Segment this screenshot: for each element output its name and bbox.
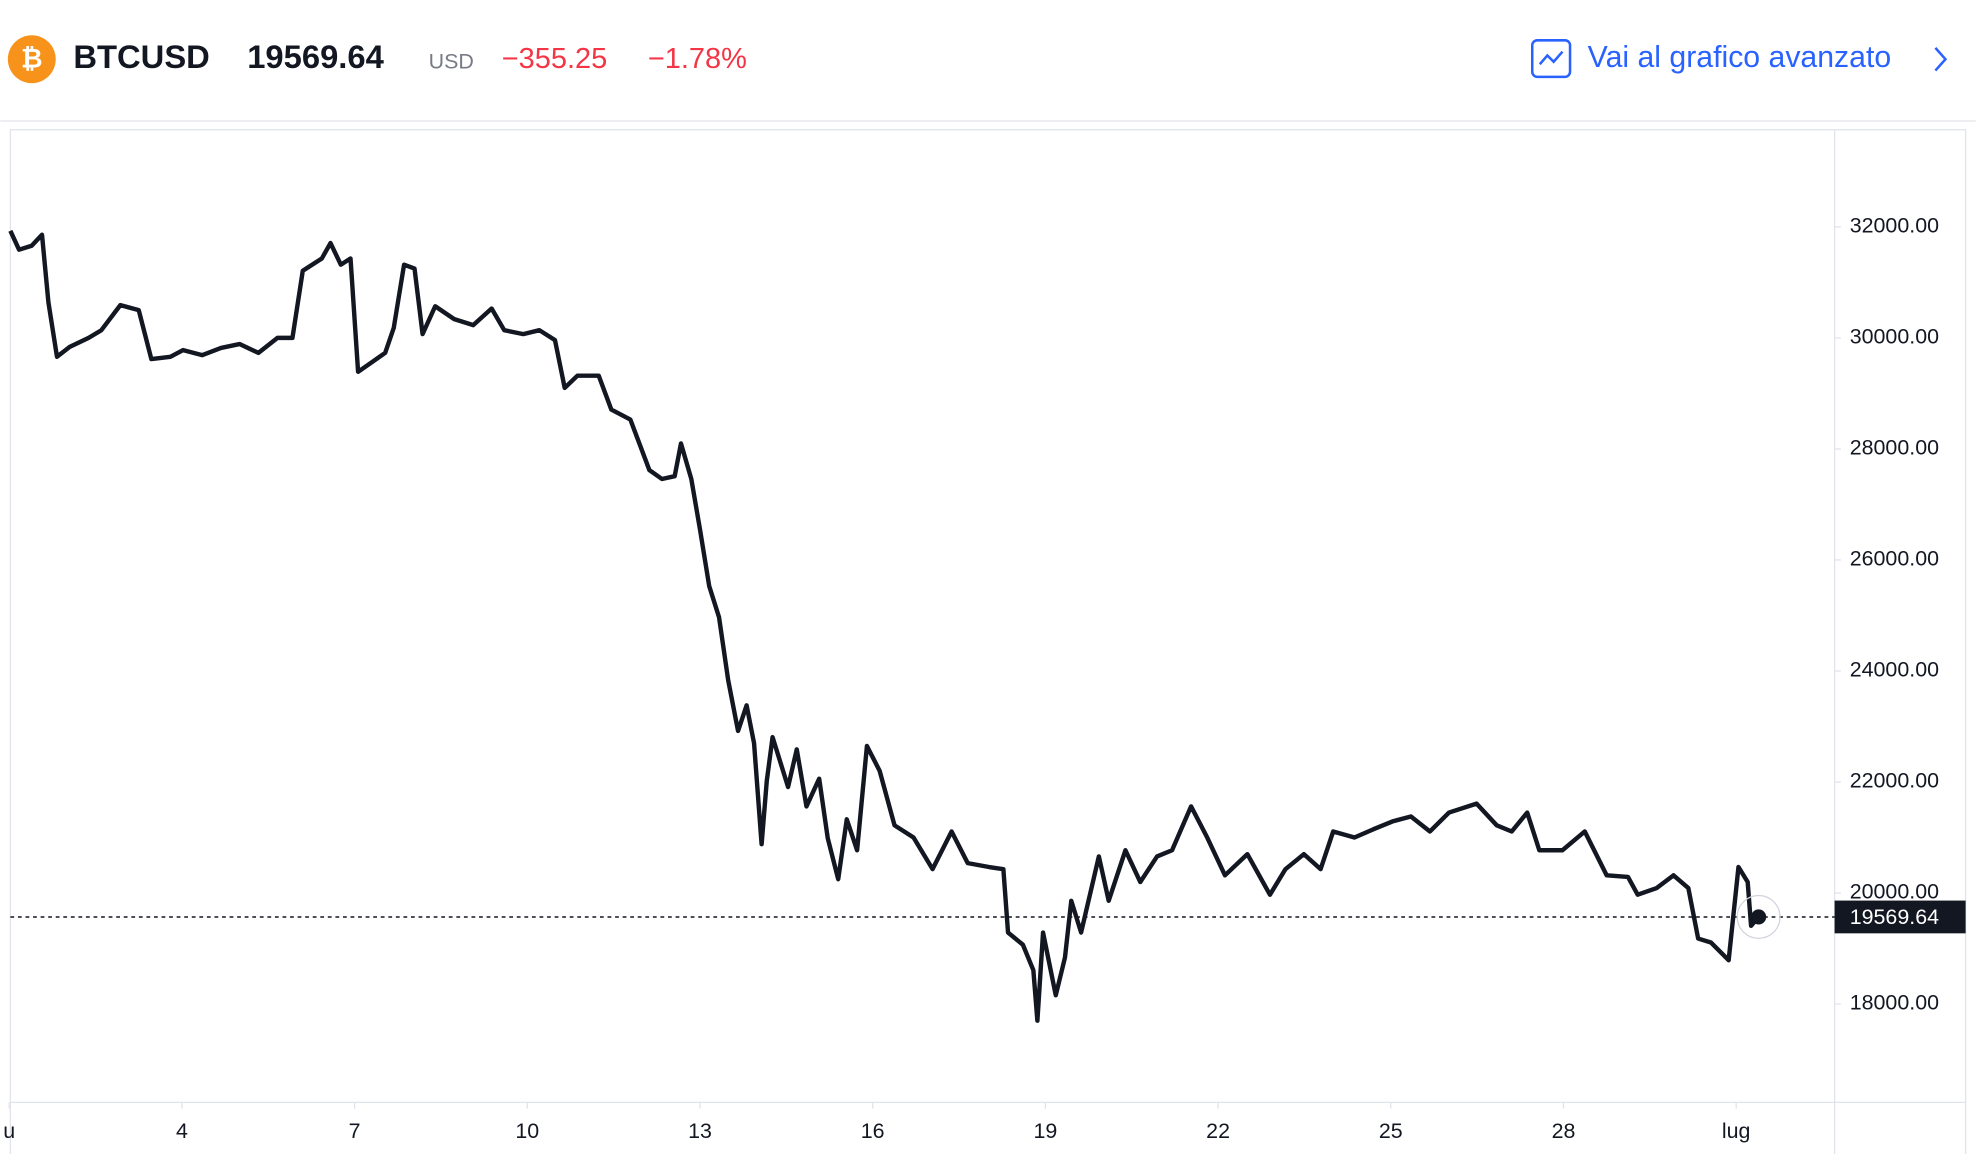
link-text[interactable]: Vai al grafico avanzato xyxy=(1588,41,1891,74)
link-icon xyxy=(1530,39,1572,79)
y-tick-label: 20000.00 xyxy=(1850,880,1939,904)
last-price-badge xyxy=(1834,900,1966,934)
x-tick-label: 13 xyxy=(688,1119,712,1143)
price-line xyxy=(8,229,1761,1023)
x-tick-label: 25 xyxy=(1379,1119,1403,1143)
x-tick-label: 10 xyxy=(515,1119,539,1143)
y-tick-label: 26000.00 xyxy=(1850,547,1939,571)
y-tick-label: 30000.00 xyxy=(1850,325,1939,349)
y-tick-label: 22000.00 xyxy=(1850,769,1939,793)
price: 19569.64 xyxy=(247,38,384,75)
currency: USD xyxy=(429,50,474,74)
last-point xyxy=(1751,909,1767,925)
link-icon-line xyxy=(1538,50,1564,66)
x-tick-label: 16 xyxy=(861,1119,885,1143)
last-point-halo xyxy=(1736,894,1781,940)
last-price-label: 19569.64 xyxy=(1850,905,1939,929)
x-tick-label: 7 xyxy=(349,1119,361,1143)
coin-icon xyxy=(7,35,56,84)
chevron xyxy=(1934,47,1948,72)
y-tick-label: 32000.00 xyxy=(1850,214,1939,238)
symbol: BTCUSD xyxy=(73,38,209,75)
x-tick-label: 4 xyxy=(176,1119,188,1143)
change-percent: −1.78% xyxy=(648,43,747,75)
x-tick-label: 28 xyxy=(1552,1119,1576,1143)
chart-frame xyxy=(9,129,1967,1154)
x-tick-label: lug xyxy=(1722,1119,1751,1143)
advanced-chart-link[interactable]: Vai al grafico avanzato xyxy=(1530,39,1948,79)
change: −355.25 xyxy=(502,43,608,75)
x-tick-label: 19 xyxy=(1033,1119,1057,1143)
x-tick-label: 22 xyxy=(1206,1119,1230,1143)
x-tick-label: u xyxy=(3,1119,15,1143)
y-tick-label: 18000.00 xyxy=(1850,991,1939,1015)
y-tick-label: 24000.00 xyxy=(1850,658,1939,682)
y-tick-label: 28000.00 xyxy=(1850,436,1939,460)
coin-glyph: ₿ xyxy=(21,43,43,73)
